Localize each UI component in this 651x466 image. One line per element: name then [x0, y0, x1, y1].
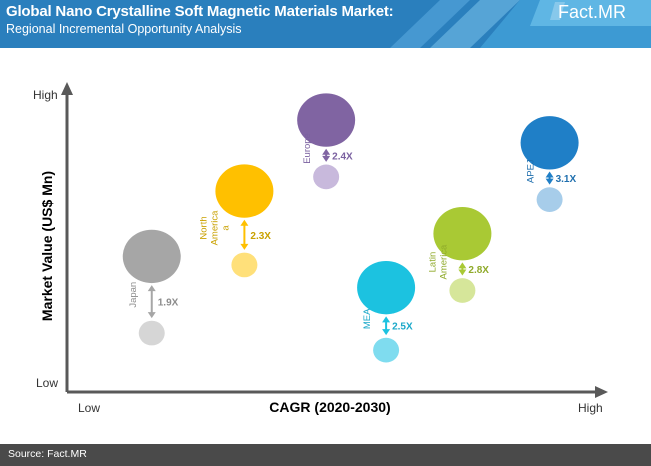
factmr-logo: Fact.MR [558, 2, 627, 22]
bubble-2030-mea [357, 260, 416, 315]
growth-arrow-head-up-japan [147, 285, 156, 292]
growth-arrow-head-down-latin-america [458, 269, 467, 276]
region-label-line: North [198, 216, 209, 239]
growth-arrow-head-down-europe [322, 155, 331, 162]
growth-arrow-head-down-apej [545, 178, 554, 185]
bubble-series: 1.9XJapan2.3XNorthAmericaa2.4XEurope2.5X… [122, 93, 579, 363]
region-label-line: Japan [128, 282, 139, 308]
multiplier-label-europe: 2.4X [332, 151, 353, 162]
x-axis-label: CAGR (2020-2030) [269, 399, 390, 415]
multiplier-label-latin-america: 2.8X [468, 265, 489, 276]
multiplier-label-apej: 3.1X [556, 174, 577, 185]
bubble-2020-mea [373, 337, 400, 363]
growth-arrow-head-up-north-america [240, 219, 249, 226]
y-tick-high: High [33, 88, 58, 102]
bubble-2020-japan [138, 320, 165, 346]
region-label-line: APEJ [526, 159, 537, 183]
page-title: Global Nano Crystalline Soft Magnetic Ma… [6, 3, 394, 20]
region-label-line: Latin [427, 252, 438, 273]
y-axis-label: Market Value (US$ Mn) [39, 171, 55, 321]
region-label-apej: APEJ [526, 159, 537, 183]
region-label-line: America [209, 210, 220, 246]
header-decoration [390, 0, 651, 48]
y-tick-low: Low [36, 376, 58, 390]
header-banner: Global Nano Crystalline Soft Magnetic Ma… [0, 0, 651, 48]
region-label-line: Europe [302, 133, 313, 164]
growth-arrow-head-up-apej [545, 171, 554, 178]
growth-arrow-head-down-mea [382, 329, 391, 336]
bubble-2030-latin-america [433, 207, 492, 261]
x-tick-high: High [578, 401, 603, 415]
footer-bar: Source: Fact.MR [0, 444, 651, 466]
source-note: Source: Fact.MR [8, 448, 87, 460]
page-subtitle: Regional Incremental Opportunity Analysi… [6, 22, 242, 36]
bubble-2020-europe [313, 164, 340, 190]
growth-arrow-head-up-europe [322, 148, 331, 155]
region-label-europe: Europe [302, 133, 313, 164]
region-label-japan: Japan [128, 282, 139, 308]
bubble-2030-apej [520, 116, 579, 170]
region-label-line: MEA [362, 308, 373, 329]
bubble-2020-apej [536, 187, 563, 212]
growth-arrow-head-up-mea [382, 316, 391, 323]
bubble-2020-north-america [231, 252, 258, 278]
growth-arrow-head-up-latin-america [458, 262, 467, 269]
bubble-2030-europe [297, 93, 356, 147]
axes [61, 82, 608, 398]
growth-arrow-head-down-north-america [240, 243, 249, 250]
bubble-2020-latin-america [449, 278, 476, 303]
region-label-north-america: NorthAmericaa [198, 210, 231, 246]
bubble-2030-north-america [215, 164, 274, 218]
bubble-2030-japan [122, 229, 181, 284]
bubble-chart: High Low Low High CAGR (2020-2030) Marke… [33, 82, 608, 415]
x-tick-low: Low [78, 401, 100, 415]
region-label-latin-america: LatinAmerica [427, 244, 449, 280]
y-axis-arrow [61, 82, 73, 95]
region-label-line: a [220, 225, 231, 231]
region-label-mea: MEA [362, 308, 373, 329]
region-label-line: America [438, 244, 449, 280]
multiplier-label-japan: 1.9X [158, 298, 179, 309]
growth-arrow-head-down-japan [147, 312, 156, 319]
multiplier-label-mea: 2.5X [392, 322, 413, 333]
multiplier-label-north-america: 2.3X [250, 231, 271, 242]
x-axis-arrow [595, 386, 608, 398]
